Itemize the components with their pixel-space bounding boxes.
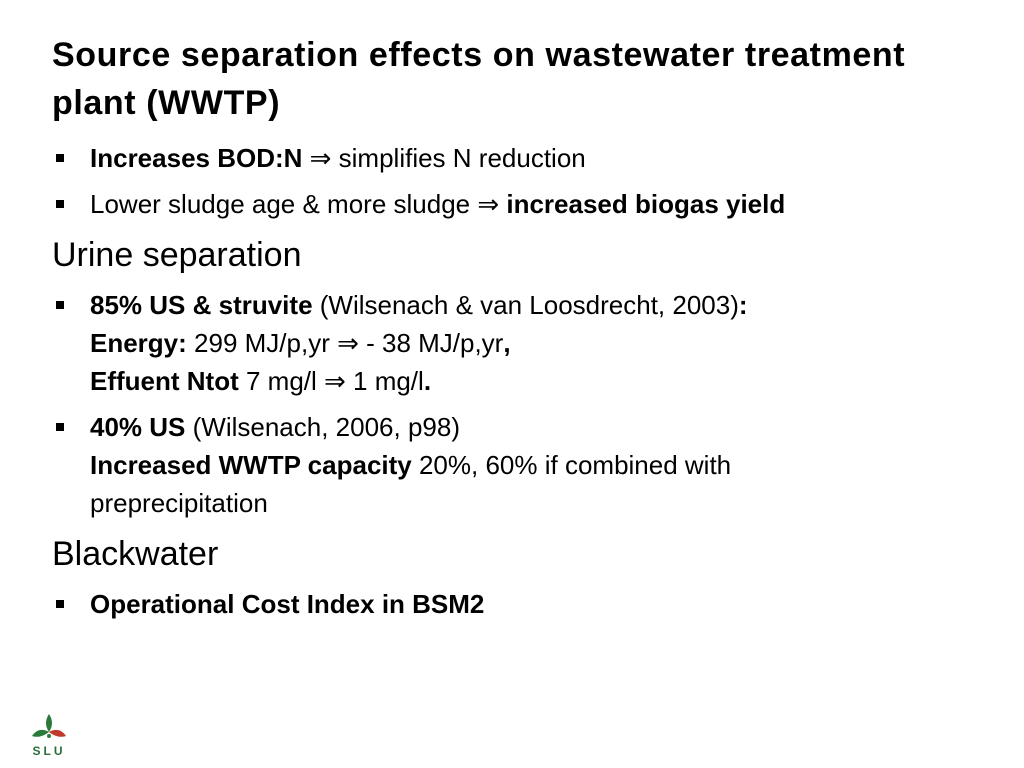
bullet-item: Increases BOD:N ⇒ simplifies N reduction (52, 139, 992, 177)
text-run: ⇒ simplifies N reduction (302, 143, 586, 173)
text-run: 85% US & struvite (90, 290, 313, 320)
bullet-line: 40% US (Wilsenach, 2006, p98) (90, 408, 992, 446)
text-run: 20%, 60% if combined with (411, 450, 732, 480)
bullet-marker (56, 301, 64, 309)
text-run: Energy: (90, 328, 187, 358)
bullet-item: 85% US & struvite (Wilsenach & van Loosd… (52, 286, 992, 400)
text-run: preprecipitation (90, 488, 268, 518)
text-run: 40% US (90, 412, 186, 442)
slide: Source separation effects on wastewater … (52, 31, 992, 631)
text-run: Operational Cost Index in BSM2 (90, 589, 485, 619)
bullet-line: preprecipitation (90, 484, 992, 522)
text-run: , (503, 328, 511, 358)
bullet-line: 85% US & struvite (Wilsenach & van Loosd… (90, 286, 992, 324)
text-run: increased biogas yield (506, 189, 786, 219)
text-run: 7 mg/l ⇒ 1 mg/l (238, 366, 424, 396)
logo: SLU (26, 708, 72, 760)
bullet-marker (56, 600, 64, 608)
text-run: Effuent Ntot (90, 366, 239, 396)
bullet-line: Effuent Ntot 7 mg/l ⇒ 1 mg/l. (90, 362, 992, 400)
bullet-marker (56, 200, 64, 208)
text-run: Increased WWTP capacity (90, 450, 412, 480)
bullet-item: Operational Cost Index in BSM2 (52, 585, 992, 623)
text-run: : (738, 290, 748, 320)
bullet-line: Energy: 299 MJ/p,yr ⇒ - 38 MJ/p,yr, (90, 324, 992, 362)
bullet-marker (56, 423, 64, 431)
text-run: Lower sludge age & more sludge ⇒ (90, 189, 507, 219)
text-run: (Wilsenach & van Loosdrecht, 2003) (312, 290, 739, 320)
text-run: . (423, 366, 432, 396)
logo-text: SLU (32, 744, 66, 758)
text-run: (Wilsenach, 2006, p98) (185, 412, 460, 442)
text-run: 299 MJ/p,yr ⇒ - 38 MJ/p,yr (186, 328, 504, 358)
bullet-line: Increases BOD:N ⇒ simplifies N reduction (90, 139, 992, 177)
slide-title: Source separation effects on wastewater … (52, 36, 906, 122)
bullet-marker (56, 154, 64, 162)
bullet-item: Lower sludge age & more sludge ⇒ increas… (52, 185, 992, 223)
bullet-item: 40% US (Wilsenach, 2006, p98) Increased W… (52, 408, 992, 522)
bullet-line: Operational Cost Index in BSM2 (90, 585, 992, 623)
text-run: Increases BOD:N (90, 143, 303, 173)
logo-icon (32, 714, 66, 738)
bullet-line: Increased WWTP capacity 20%, 60% if comb… (90, 446, 992, 484)
section-heading: Urine separation (52, 236, 302, 274)
section-heading: Blackwater (52, 535, 219, 573)
bullet-line: Lower sludge age & more sludge ⇒ increas… (90, 185, 992, 223)
